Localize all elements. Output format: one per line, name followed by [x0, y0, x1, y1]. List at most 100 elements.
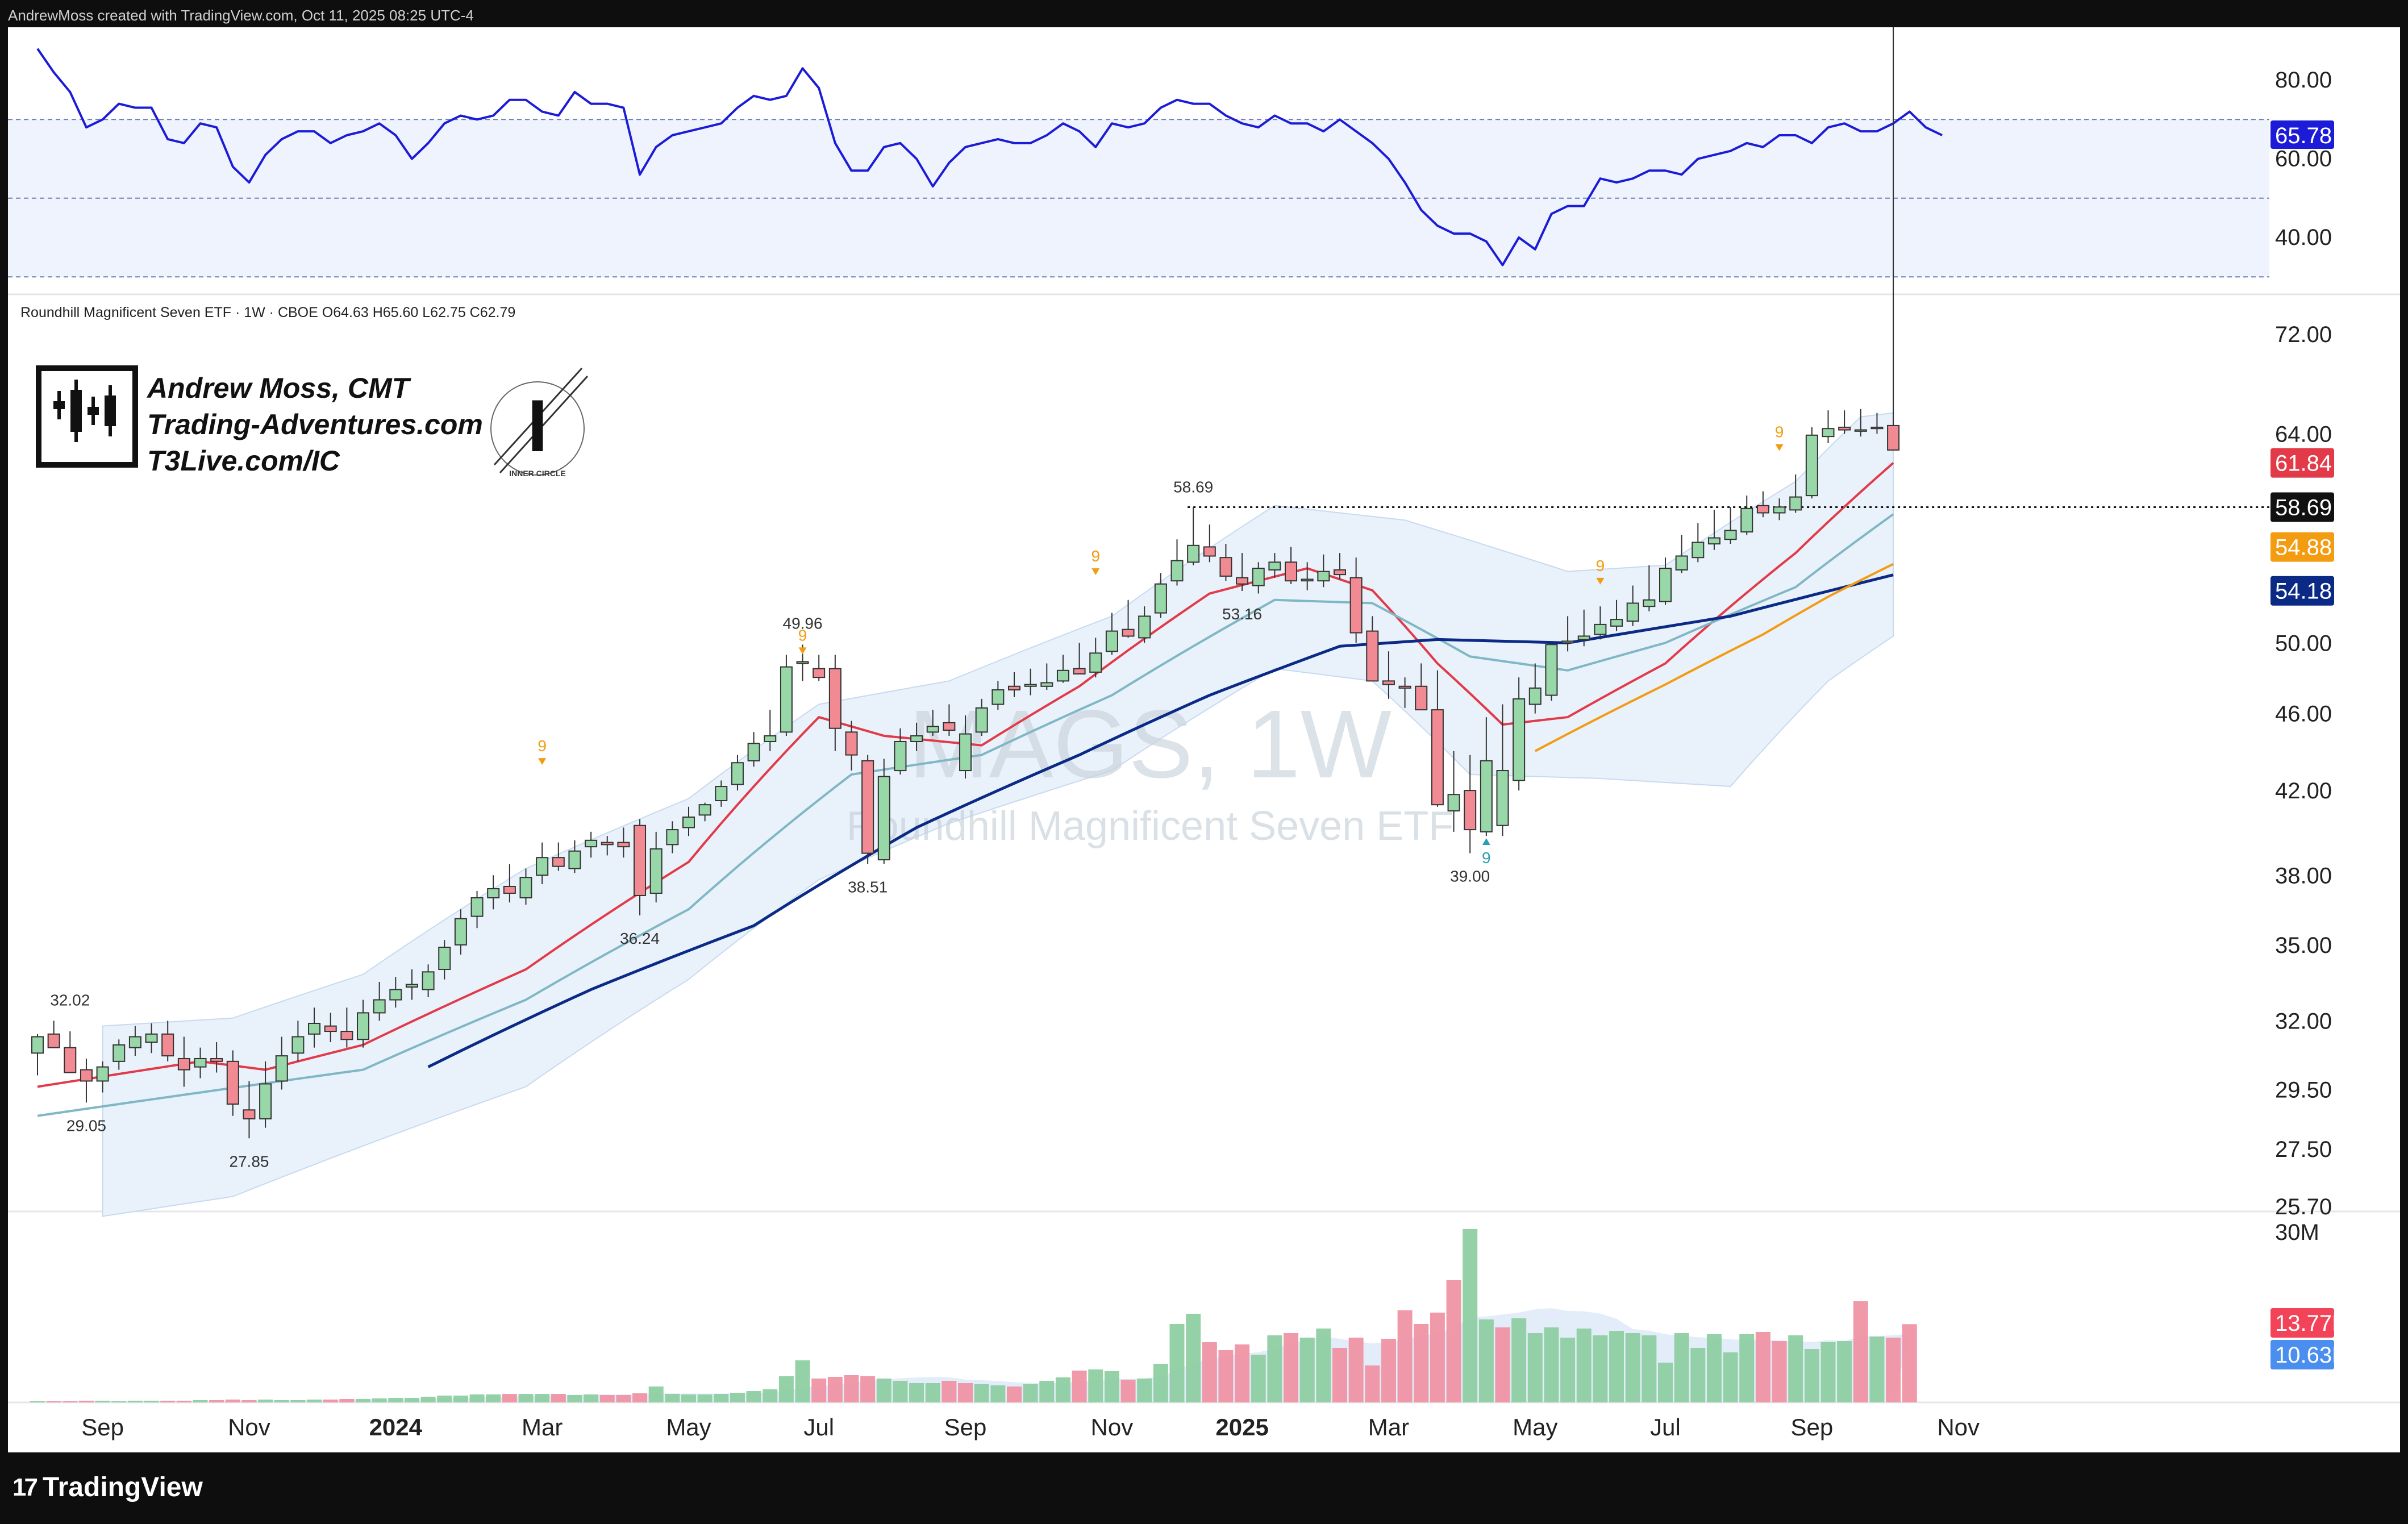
rsi-value-tag — [2270, 120, 2334, 149]
candle-body — [1854, 429, 1867, 432]
candle-body — [910, 735, 923, 742]
candle-body — [1496, 770, 1509, 826]
time-axis-label: May — [1513, 1414, 1557, 1440]
candle-body — [731, 762, 744, 785]
candle-body — [1317, 571, 1330, 582]
candle-body — [503, 885, 516, 894]
volume-bar — [974, 1384, 989, 1402]
volume-bar — [1430, 1313, 1445, 1402]
candle-body — [1577, 635, 1590, 640]
sequential-arrow-down-icon — [1596, 577, 1605, 585]
volume-bar — [1153, 1364, 1168, 1402]
candle-body — [1056, 669, 1069, 682]
volume-bar — [1739, 1334, 1755, 1402]
candle-body — [1675, 555, 1688, 571]
rsi-tick-label: 40.00 — [2275, 225, 2332, 250]
candle-body — [438, 947, 451, 970]
volume-bar — [1772, 1341, 1787, 1402]
rsi-line — [36, 48, 1943, 267]
logo-candle — [105, 395, 116, 426]
candle-body — [1203, 546, 1216, 557]
volume-bar — [46, 1401, 61, 1402]
price-extreme-label: 27.85 — [229, 1152, 269, 1170]
candle-body — [80, 1069, 93, 1082]
candle-body — [1301, 578, 1314, 582]
volume-bar — [1072, 1371, 1087, 1402]
candle-body — [1724, 530, 1737, 540]
price-tick-label: 72.00 — [2275, 322, 2332, 347]
volume-bar — [730, 1393, 745, 1402]
price-tick-label: 32.00 — [2275, 1009, 2332, 1034]
price-tick-label: 50.00 — [2275, 631, 2332, 656]
volume-bar — [697, 1394, 713, 1402]
time-axis-label: May — [666, 1414, 711, 1440]
volume-bar — [584, 1394, 599, 1402]
rsi-value-label: 65.78 — [2275, 123, 2332, 148]
sequential-count-label: 9 — [1091, 547, 1100, 565]
volume-bar — [1527, 1333, 1543, 1402]
candle-body — [698, 804, 711, 816]
volume-bar — [1609, 1331, 1624, 1402]
candle-body — [1626, 602, 1639, 622]
volume-bar — [241, 1400, 257, 1402]
candle-body — [1594, 623, 1607, 635]
volume-bar — [290, 1400, 306, 1402]
candle-body — [943, 722, 956, 731]
candle-body — [1154, 583, 1167, 614]
candle-body — [1838, 426, 1851, 431]
volume-bar — [78, 1401, 94, 1402]
volume-bar — [567, 1395, 582, 1402]
candle-body — [1268, 561, 1281, 571]
candle-body — [291, 1036, 305, 1054]
candle-body — [210, 1057, 223, 1062]
price-value-tag — [2270, 576, 2334, 606]
volume-bar — [1365, 1365, 1380, 1402]
volume-bar — [876, 1379, 891, 1402]
watermark-symbol: MAGS, 1W — [909, 690, 1392, 798]
volume-bar — [502, 1394, 517, 1402]
candle-body — [796, 661, 809, 664]
candle-body — [47, 1033, 60, 1048]
volume-bar — [1625, 1333, 1640, 1402]
candle-body — [926, 726, 939, 733]
candle-body — [308, 1022, 321, 1035]
price-tick-label: 27.50 — [2275, 1137, 2332, 1162]
volume-bar — [551, 1394, 566, 1402]
volume-bar — [1088, 1369, 1103, 1402]
volume-bar — [1495, 1327, 1510, 1402]
volume-bar — [1446, 1280, 1461, 1402]
candle-body — [177, 1057, 190, 1071]
price-tick-label: 42.00 — [2275, 778, 2332, 803]
candle-body — [1789, 496, 1802, 511]
volume-ma-tag — [2270, 1340, 2334, 1369]
time-axis-label: Nov — [1937, 1414, 1980, 1440]
volume-bar — [1039, 1381, 1055, 1402]
branding-candle-logo-icon — [36, 365, 138, 468]
candle-body — [1513, 698, 1526, 781]
volume-bar — [1120, 1380, 1136, 1402]
candle-body — [1610, 619, 1623, 627]
candle-body — [536, 857, 549, 876]
sequential-count-label: 9 — [1775, 423, 1784, 441]
price-tick-label: 25.70 — [2275, 1194, 2332, 1219]
volume-bar — [30, 1401, 45, 1402]
volume-bar — [388, 1398, 403, 1402]
volume-bar — [1169, 1324, 1185, 1402]
candle-body — [1382, 680, 1395, 685]
logo-slash — [499, 375, 589, 474]
price-value-tag-label: 54.18 — [2275, 579, 2332, 604]
volume-bar — [1853, 1301, 1868, 1402]
candle-body — [552, 857, 565, 867]
volume-bar — [746, 1391, 761, 1402]
candle-body — [194, 1057, 207, 1068]
price-extreme-label: 49.96 — [783, 615, 823, 632]
candle-body — [828, 668, 841, 729]
time-axis-label: 2025 — [1215, 1414, 1268, 1440]
candle-body — [1561, 640, 1574, 644]
volume-bar — [1186, 1314, 1201, 1402]
volume-bar — [1560, 1338, 1576, 1402]
candle-body — [601, 842, 614, 846]
candle-body — [64, 1047, 77, 1073]
volume-bar — [1348, 1338, 1364, 1402]
candle-body — [845, 731, 858, 756]
